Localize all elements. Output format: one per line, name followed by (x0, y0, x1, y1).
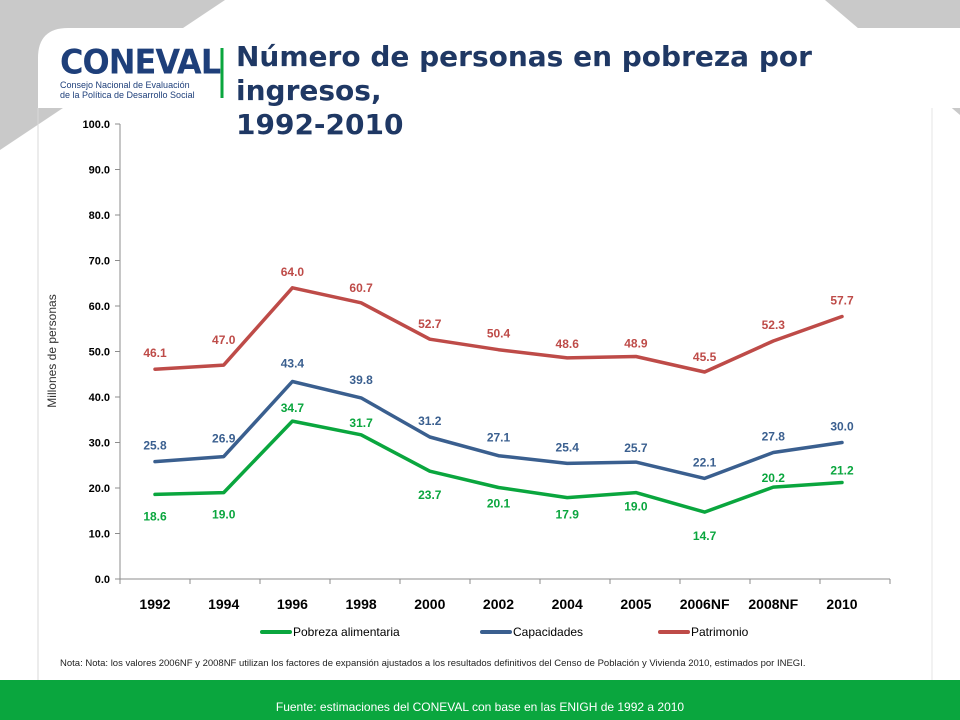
series-line-patrimonio (153, 286, 844, 374)
data-label-pobreza-alimentaria: 23.7 (418, 488, 442, 502)
x-tick-label: 1998 (346, 596, 377, 612)
y-axis-title: Millones de personas (45, 294, 59, 407)
data-label-capacidades: 22.1 (693, 455, 717, 469)
y-tick-label: 70.0 (89, 256, 110, 268)
y-tick-label: 40.0 (89, 392, 110, 404)
data-label-pobreza-alimentaria: 31.7 (349, 416, 373, 430)
x-tick-label: 2000 (414, 596, 445, 612)
data-label-patrimonio: 45.5 (693, 350, 717, 364)
data-label-pobreza-alimentaria: 19.0 (624, 500, 648, 514)
data-label-pobreza-alimentaria: 34.7 (281, 401, 305, 415)
legend-label-pobreza-alimentaria: Pobreza alimentaria (293, 625, 400, 639)
page-title-line2: 1992-2010 (236, 108, 404, 141)
data-label-pobreza-alimentaria: 20.1 (487, 497, 511, 511)
legend-label-capacidades: Capacidades (513, 625, 583, 639)
data-label-patrimonio: 46.1 (143, 346, 167, 360)
y-tick-label: 60.0 (89, 301, 110, 313)
data-label-capacidades: 30.0 (830, 420, 854, 434)
coneval-logo: CONEVAL Consejo Nacional de Evaluación d… (60, 42, 221, 100)
logo-tagline-line2: de la Política de Desarrollo Social (60, 90, 195, 100)
series-line-capacidades (153, 379, 844, 481)
header-panel (38, 28, 960, 108)
series-line-pobreza-alimentaria (153, 419, 844, 514)
x-tick-label: 1996 (277, 596, 308, 612)
data-label-patrimonio: 47.0 (212, 333, 236, 347)
data-label-patrimonio: 64.0 (281, 265, 305, 279)
data-label-pobreza-alimentaria: 19.0 (212, 508, 236, 522)
data-label-capacidades: 25.4 (556, 440, 580, 454)
y-tick-label: 20.0 (89, 483, 110, 495)
poverty-line-chart: 0.0 10.0 20.0 30.0 40.0 50.0 60.0 70.0 80.0 90.0 1… (45, 119, 891, 639)
x-tick-label: 2005 (620, 596, 651, 612)
y-tick-label: 90.0 (89, 165, 110, 177)
x-tick-label: 2010 (826, 596, 857, 612)
data-label-capacidades: 25.8 (143, 439, 167, 453)
data-label-patrimonio: 57.7 (830, 293, 854, 307)
legend-label-patrimonio: Patrimonio (691, 625, 749, 639)
data-label-patrimonio: 48.9 (624, 337, 648, 351)
x-tick-label: 2006NF (680, 596, 730, 612)
data-label-pobreza-alimentaria: 21.2 (830, 464, 854, 478)
data-label-patrimonio: 52.7 (418, 317, 442, 331)
data-label-patrimonio: 48.6 (556, 337, 580, 351)
footer-bar: Fuente: estimaciones del CONEVAL con bas… (0, 680, 960, 720)
chart-note: Nota: Nota: los valores 2006NF y 2008NF … (60, 658, 806, 669)
x-tick-label: 1992 (139, 596, 170, 612)
x-tick-label: 2004 (552, 596, 583, 612)
data-label-capacidades: 25.7 (624, 441, 648, 455)
data-label-patrimonio: 50.4 (487, 327, 511, 341)
page-title-line1: Número de personas en pobreza por ingres… (236, 40, 812, 107)
data-label-pobreza-alimentaria: 14.7 (693, 529, 717, 543)
footer-source: Fuente: estimaciones del CONEVAL con bas… (275, 700, 685, 714)
data-label-capacidades: 27.8 (762, 430, 786, 444)
y-tick-label: 0.0 (95, 574, 110, 586)
data-label-capacidades: 26.9 (212, 432, 236, 446)
data-label-capacidades: 27.1 (487, 431, 511, 445)
x-tick-label: 1994 (208, 596, 239, 612)
y-tick-label: 10.0 (89, 529, 110, 541)
data-label-pobreza-alimentaria: 20.2 (762, 471, 786, 485)
data-label-capacidades: 43.4 (281, 357, 305, 371)
data-label-pobreza-alimentaria: 17.9 (556, 508, 580, 522)
y-tick-label: 50.0 (89, 347, 110, 359)
x-tick-label: 2002 (483, 596, 514, 612)
page-title: Número de personas en pobreza por ingres… (236, 40, 936, 142)
data-label-pobreza-alimentaria: 18.6 (143, 509, 167, 523)
y-tick-label: 80.0 (89, 210, 110, 222)
data-label-capacidades: 31.2 (418, 414, 442, 428)
y-tick-label: 30.0 (89, 438, 110, 450)
x-tick-label: 2008NF (748, 596, 798, 612)
data-label-capacidades: 39.8 (349, 373, 373, 387)
logo-tagline-line1: Consejo Nacional de Evaluación (60, 80, 190, 90)
logo-wordmark: CONEVAL (60, 42, 221, 82)
y-tick-label: 100.0 (82, 119, 110, 131)
data-label-patrimonio: 52.3 (762, 318, 786, 332)
data-label-patrimonio: 60.7 (349, 281, 373, 295)
